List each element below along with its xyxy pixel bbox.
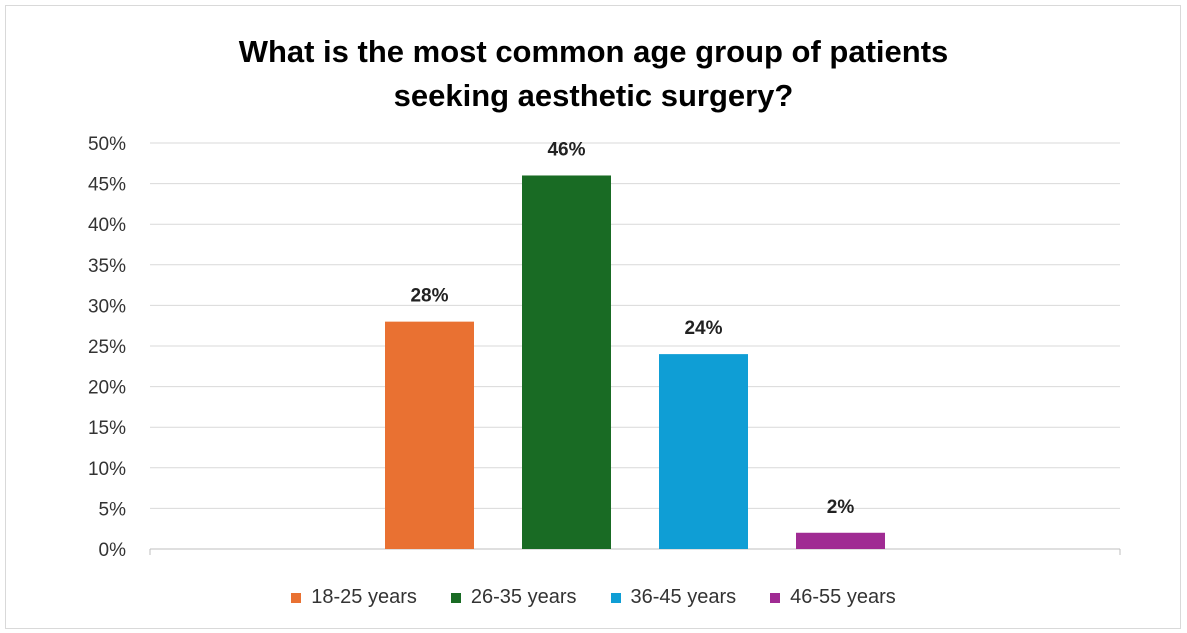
y-tick-label: 10% xyxy=(88,459,126,480)
y-tick-label: 15% xyxy=(88,418,126,439)
y-tick-label: 45% xyxy=(88,175,126,196)
y-tick-label: 35% xyxy=(88,256,126,277)
data-label: 28% xyxy=(410,286,448,307)
y-tick-label: 40% xyxy=(88,215,126,236)
legend-label: 36-45 years xyxy=(630,586,737,608)
y-tick-label: 20% xyxy=(88,378,126,399)
legend-item-36-45: 36-45 years xyxy=(610,586,737,609)
legend-label: 26-35 years xyxy=(470,586,577,608)
legend-swatch xyxy=(610,592,621,603)
data-label: 2% xyxy=(827,497,855,518)
y-tick-label: 30% xyxy=(88,296,126,317)
legend-item-18-25: 18-25 years xyxy=(291,586,417,609)
bar-46-55-years xyxy=(796,532,885,549)
chart-title-line-1: What is the most common age group of pat… xyxy=(238,34,949,69)
legend-swatch xyxy=(770,592,781,603)
legend-label: 46-55 years xyxy=(790,586,896,608)
bar-18-25-years xyxy=(385,321,474,549)
legend-item-26-35: 26-35 years xyxy=(450,586,577,609)
y-tick-label: 50% xyxy=(88,134,126,155)
chart-title: What is the most common age group of pat… xyxy=(0,30,1187,118)
legend-swatch xyxy=(291,592,302,603)
chart-title-line-2: seeking aesthetic surgery? xyxy=(393,78,794,113)
legend-swatch xyxy=(450,592,461,603)
y-tick-label: 0% xyxy=(99,540,127,561)
legend-label: 18-25 years xyxy=(311,586,417,608)
legend-item-46-55: 46-55 years xyxy=(770,586,896,609)
data-label: 46% xyxy=(547,139,585,160)
data-label: 24% xyxy=(684,318,722,339)
legend: 18-25 years 26-35 years 36-45 years 46-5… xyxy=(0,586,1187,609)
bar-36-45-years xyxy=(659,354,748,549)
y-tick-label: 25% xyxy=(88,337,126,358)
y-tick-label: 5% xyxy=(99,499,127,520)
bar-26-35-years xyxy=(522,175,611,550)
